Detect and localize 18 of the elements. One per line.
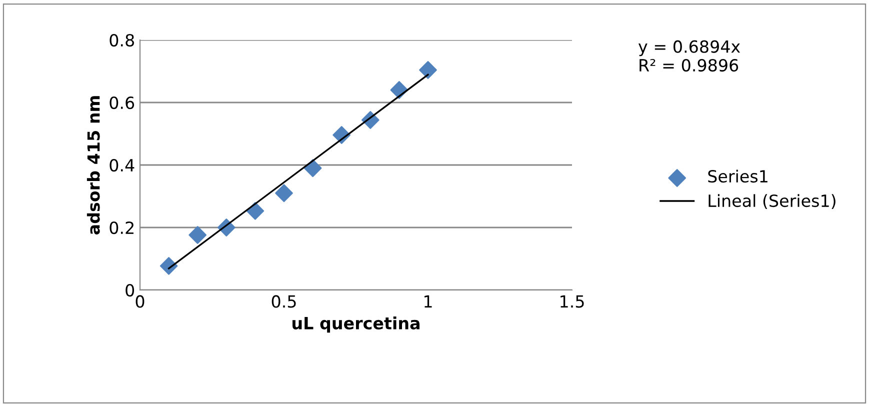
y-axis-title: adsorb 415 nm [86, 96, 100, 234]
point [275, 184, 293, 202]
y-tick-label: 0.2 [110, 221, 134, 234]
x-tick-label: 0 [136, 295, 144, 308]
legend-label: Lineal (Series1) [708, 194, 836, 210]
x-tick-label: 1 [424, 295, 432, 308]
y-tick-label: 0 [126, 284, 134, 297]
y-tick-label: 0.4 [110, 158, 134, 172]
point [419, 61, 437, 79]
x-tick-label: 0.5 [272, 295, 296, 308]
x-tick-label: 1.5 [560, 295, 584, 308]
point [188, 226, 207, 244]
point [304, 159, 322, 178]
legend-label: Series1 [708, 170, 768, 183]
y-tick-label: 0.6 [110, 96, 134, 110]
y-tick-label: 0.8 [110, 34, 134, 47]
x-axis-title: uL quercetina [292, 316, 420, 333]
text: y = 0.6894x R² = 0.9896 [638, 40, 740, 72]
